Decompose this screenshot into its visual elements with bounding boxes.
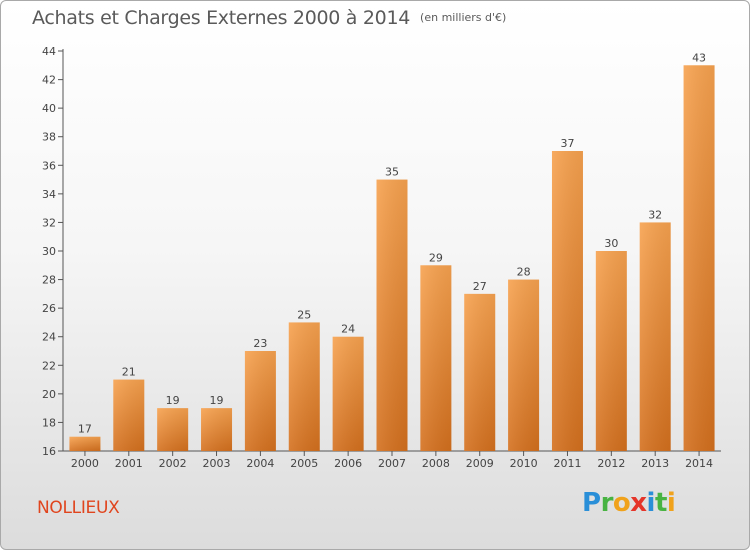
- bar-shade: [464, 293, 496, 451]
- logo-letter: x: [630, 488, 647, 518]
- bar-shade: [288, 322, 320, 451]
- x-tick-label: 2012: [597, 457, 625, 470]
- x-tick-label: 2004: [246, 457, 274, 470]
- x-tick-label: 2005: [290, 457, 318, 470]
- bar-value-label: 43: [692, 51, 706, 64]
- y-tick-label: 42: [42, 74, 56, 87]
- bar-value-label: 37: [560, 137, 574, 150]
- x-tick-label: 2011: [553, 457, 581, 470]
- bar-shade: [376, 179, 408, 452]
- y-tick-label: 36: [42, 159, 56, 172]
- bar-shade: [244, 351, 276, 451]
- logo-letter: t: [654, 488, 667, 518]
- x-tick-label: 2014: [685, 457, 713, 470]
- bar-shade: [639, 222, 671, 451]
- y-tick-label: 24: [42, 331, 56, 344]
- x-tick-label: 2013: [641, 457, 669, 470]
- x-tick-label: 2010: [510, 457, 538, 470]
- logo-letter: P: [582, 488, 601, 518]
- bar-shade: [683, 65, 715, 452]
- bar-shade: [201, 408, 233, 451]
- chart-subtitle: (en milliers d'€): [420, 11, 507, 24]
- x-tick-label: 2002: [159, 457, 187, 470]
- logo-letter: i: [646, 488, 656, 518]
- x-tick-label: 2008: [422, 457, 450, 470]
- bar-value-label: 17: [78, 423, 92, 436]
- bar-value-label: 25: [297, 308, 311, 321]
- bar-value-label: 23: [253, 337, 267, 350]
- y-tick-label: 32: [42, 216, 56, 229]
- bar-value-label: 30: [604, 237, 618, 250]
- bar-shade: [332, 336, 364, 451]
- bar-value-label: 35: [385, 166, 399, 179]
- x-tick-label: 2000: [71, 457, 99, 470]
- title-row: Achats et Charges Externes 2000 à 2014 (e…: [32, 7, 506, 29]
- y-tick-label: 34: [42, 188, 56, 201]
- proxiti-logo: Proxiti: [582, 488, 676, 518]
- bar-value-label: 21: [122, 366, 136, 379]
- x-tick-label: 2001: [115, 457, 143, 470]
- commune-name: NOLLIEUX: [37, 498, 120, 518]
- bar-shade: [508, 279, 540, 451]
- logo-letter: r: [600, 488, 614, 518]
- y-tick-label: 20: [42, 388, 56, 401]
- logo-letter: o: [612, 488, 631, 518]
- bar-value-label: 24: [341, 323, 355, 336]
- bar-value-label: 28: [517, 266, 531, 279]
- y-tick-label: 18: [42, 416, 56, 429]
- x-tick-label: 2009: [466, 457, 494, 470]
- y-tick-label: 40: [42, 102, 56, 115]
- x-tick-label: 2007: [378, 457, 406, 470]
- y-tick-label: 38: [42, 131, 56, 144]
- bar-shade: [595, 251, 627, 451]
- bar-shade: [420, 265, 452, 451]
- bar-value-label: 27: [473, 280, 487, 293]
- y-tick-label: 44: [42, 45, 56, 58]
- x-tick-label: 2006: [334, 457, 362, 470]
- y-tick-label: 26: [42, 302, 56, 315]
- bar-shade: [113, 379, 145, 451]
- bar-value-label: 19: [210, 394, 224, 407]
- y-tick-label: 16: [42, 445, 56, 458]
- x-tick-label: 2003: [203, 457, 231, 470]
- y-tick-label: 30: [42, 245, 56, 258]
- bar-value-label: 29: [429, 251, 443, 264]
- bar-shade: [157, 408, 189, 451]
- y-tick-label: 28: [42, 274, 56, 287]
- bar-shade: [551, 151, 583, 451]
- bar-value-label: 32: [648, 208, 662, 221]
- chart-title: Achats et Charges Externes 2000 à 2014: [32, 7, 411, 29]
- bar-shade: [69, 436, 101, 451]
- logo-letter: i: [666, 488, 676, 518]
- bar-value-label: 19: [166, 394, 180, 407]
- y-tick-label: 22: [42, 359, 56, 372]
